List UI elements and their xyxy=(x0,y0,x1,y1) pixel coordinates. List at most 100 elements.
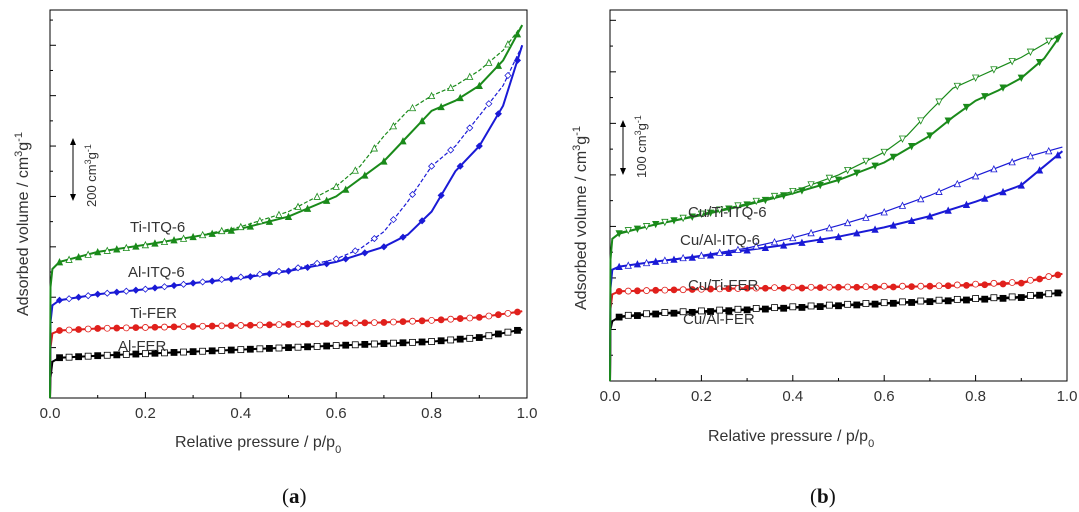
adsorption-marker xyxy=(633,260,642,268)
adsorption-marker xyxy=(75,326,83,333)
adsorption-marker xyxy=(816,182,824,190)
desorption-marker xyxy=(103,351,111,359)
adsorption-marker xyxy=(246,273,254,281)
desorption-marker xyxy=(256,345,264,353)
adsorption-marker xyxy=(999,84,1007,92)
adsorption-marker xyxy=(926,282,934,290)
desorption-marker xyxy=(697,210,706,218)
desorption-marker xyxy=(390,339,397,347)
desorption-marker xyxy=(679,214,687,223)
desorption-marker xyxy=(485,100,493,108)
desorption-marker xyxy=(899,298,906,306)
desorption-marker xyxy=(408,190,417,198)
adsorption-marker xyxy=(494,110,502,118)
desorption-marker xyxy=(447,315,455,323)
desorption-marker xyxy=(971,74,980,82)
desorption-marker xyxy=(807,283,815,291)
adsorption-marker xyxy=(725,285,733,293)
desorption-marker xyxy=(447,83,455,91)
adsorption-marker xyxy=(323,342,331,350)
desorption-marker xyxy=(643,310,650,318)
desorption-marker xyxy=(789,283,797,291)
adsorption-marker xyxy=(780,241,788,249)
adsorption-marker xyxy=(798,187,806,195)
desorption-marker xyxy=(332,255,340,263)
adsorption-marker xyxy=(323,260,331,268)
desorption-marker xyxy=(313,259,321,267)
series-Al-FER: Al-FER xyxy=(49,326,523,399)
panel-a-y-axis-title: Adsorbed volume / cm3g-1 xyxy=(13,132,32,316)
adsorption-marker xyxy=(981,93,989,101)
adsorption-marker xyxy=(780,304,788,312)
adsorption-marker xyxy=(926,132,934,140)
desorption-marker xyxy=(389,216,398,224)
series-label: Ti-ITQ-6 xyxy=(130,219,185,236)
desorption-marker xyxy=(466,72,474,80)
adsorption-marker xyxy=(208,322,216,330)
adsorption-marker xyxy=(265,217,274,225)
adsorption-branch xyxy=(609,150,1064,382)
adsorption-marker xyxy=(284,267,293,275)
desorption-marker xyxy=(990,294,998,302)
adsorption-marker xyxy=(56,327,63,334)
adsorption-marker xyxy=(706,209,715,217)
adsorption-marker xyxy=(871,283,879,291)
adsorption-marker xyxy=(380,157,388,165)
desorption-marker xyxy=(862,213,870,221)
desorption-marker xyxy=(844,300,852,308)
adsorption-marker xyxy=(944,282,952,290)
panel-a-scale-arrow-down xyxy=(70,194,76,201)
desorption-marker xyxy=(179,280,188,288)
adsorption-marker xyxy=(725,205,733,213)
desorption-marker xyxy=(390,318,397,326)
adsorption-marker xyxy=(981,194,989,202)
desorption-marker xyxy=(141,350,149,358)
series-label: Cu/Al-ITQ-6 xyxy=(680,232,760,249)
adsorption-marker xyxy=(94,290,102,298)
adsorption-marker xyxy=(871,300,879,308)
desorption-marker xyxy=(898,135,907,143)
x-tick-label: 1.0 xyxy=(517,405,538,422)
desorption-marker xyxy=(84,352,92,360)
desorption-marker xyxy=(972,295,979,302)
desorption-marker xyxy=(1008,279,1016,286)
desorption-marker xyxy=(807,302,815,310)
desorption-marker xyxy=(734,202,742,210)
adsorption-marker xyxy=(981,281,989,289)
adsorption-marker xyxy=(853,169,861,177)
adsorption-marker xyxy=(265,270,273,278)
adsorption-marker xyxy=(1036,291,1043,299)
adsorption-marker xyxy=(55,296,64,304)
adsorption-marker xyxy=(437,337,445,345)
panel-b-scale-arrow-down xyxy=(620,168,626,175)
desorption-marker xyxy=(428,338,436,345)
desorption-marker xyxy=(661,256,669,264)
desorption-marker xyxy=(294,320,302,328)
series-Cu/Ti-FER: Cu/Ti-FER xyxy=(609,271,1063,382)
adsorption-marker xyxy=(962,103,971,112)
adsorption-marker xyxy=(132,286,140,294)
adsorption-marker xyxy=(399,137,407,145)
adsorption-marker xyxy=(706,251,715,259)
adsorption-marker xyxy=(871,225,879,233)
adsorption-marker xyxy=(437,191,445,199)
desorption-marker xyxy=(624,311,632,319)
adsorption-marker xyxy=(707,308,714,315)
adsorption-marker xyxy=(725,307,733,315)
series-label: Cu/Al-FER xyxy=(683,311,755,328)
desorption-marker xyxy=(65,255,73,263)
series-Ti-FER: Ti-FER xyxy=(49,305,523,399)
adsorption-marker xyxy=(652,220,660,229)
series-label: Cu/Ti-FER xyxy=(688,277,758,294)
panel-a-scale-arrow-up xyxy=(70,138,76,145)
desorption-marker xyxy=(65,295,73,303)
desorption-marker xyxy=(789,303,797,311)
desorption-marker xyxy=(862,300,870,307)
adsorption-marker xyxy=(266,345,273,352)
adsorption-marker xyxy=(380,243,388,251)
desorption-marker xyxy=(1008,58,1016,66)
desorption-marker xyxy=(428,162,436,170)
adsorption-marker xyxy=(323,196,331,204)
adsorption-marker xyxy=(304,343,311,351)
x-tick-label: 0.0 xyxy=(40,405,61,422)
